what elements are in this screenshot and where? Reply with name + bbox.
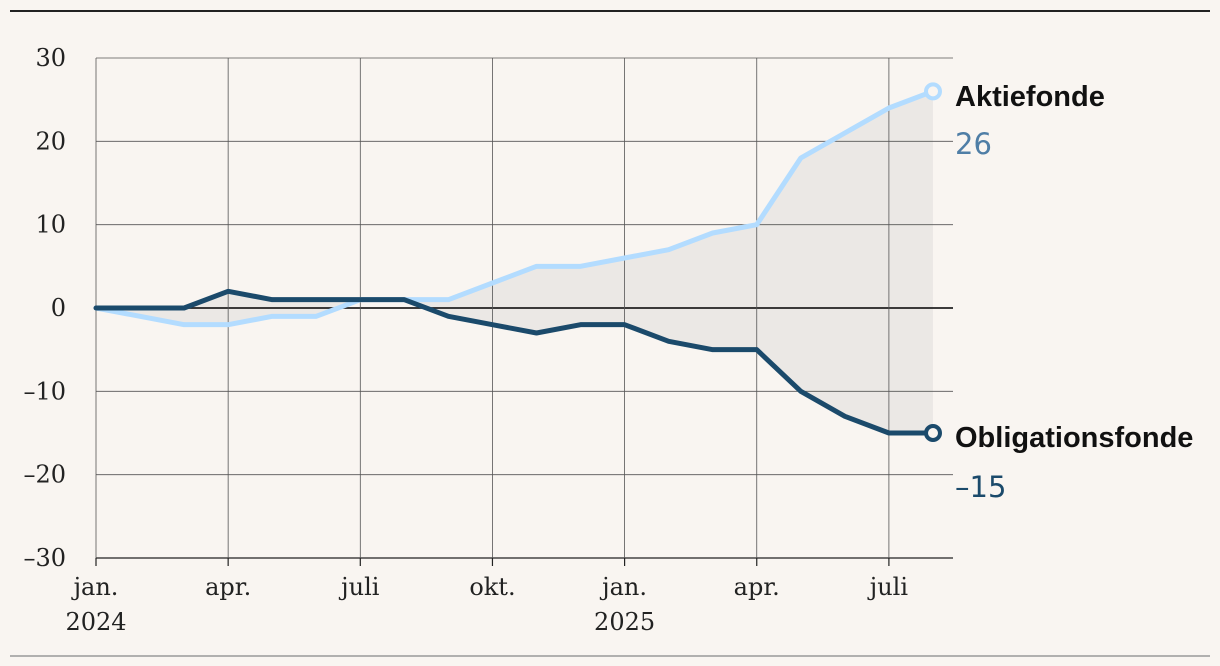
x-tick-label: juli xyxy=(867,573,909,601)
y-tick-label: 30 xyxy=(35,44,66,72)
series-name-label: Obligationsfonde xyxy=(955,422,1193,454)
series-line-obligationsfonde xyxy=(93,288,936,436)
x-tick-label: okt. xyxy=(469,573,515,601)
series-end-marker xyxy=(924,424,942,442)
series-end-value-label: –15 xyxy=(955,470,1006,504)
series-end-value-label: 26 xyxy=(955,127,992,161)
y-tick-label: –10 xyxy=(23,377,66,405)
series-end-marker xyxy=(924,82,942,101)
x-tick-label: apr. xyxy=(205,573,251,601)
series-line-aktiefonde xyxy=(93,88,936,328)
x-tick-year-label: 2024 xyxy=(65,608,126,636)
x-tick-label: juli xyxy=(338,573,380,601)
gridlines xyxy=(95,57,953,566)
fill-between-area xyxy=(96,91,933,433)
y-tick-label: –20 xyxy=(23,461,66,489)
series-name-label: Aktiefonde xyxy=(955,81,1105,113)
y-tick-label: 10 xyxy=(35,211,66,239)
y-tick-label: 0 xyxy=(51,294,66,322)
fill-between-area-path xyxy=(96,91,933,433)
y-tick-label: 20 xyxy=(35,127,66,155)
x-tick-label: jan. xyxy=(71,573,119,601)
x-tick-label: apr. xyxy=(734,573,780,601)
x-tick-year-label: 2025 xyxy=(594,608,655,636)
x-tick-label: jan. xyxy=(599,573,647,601)
y-tick-label: –30 xyxy=(23,544,66,572)
series-lines xyxy=(93,82,942,442)
